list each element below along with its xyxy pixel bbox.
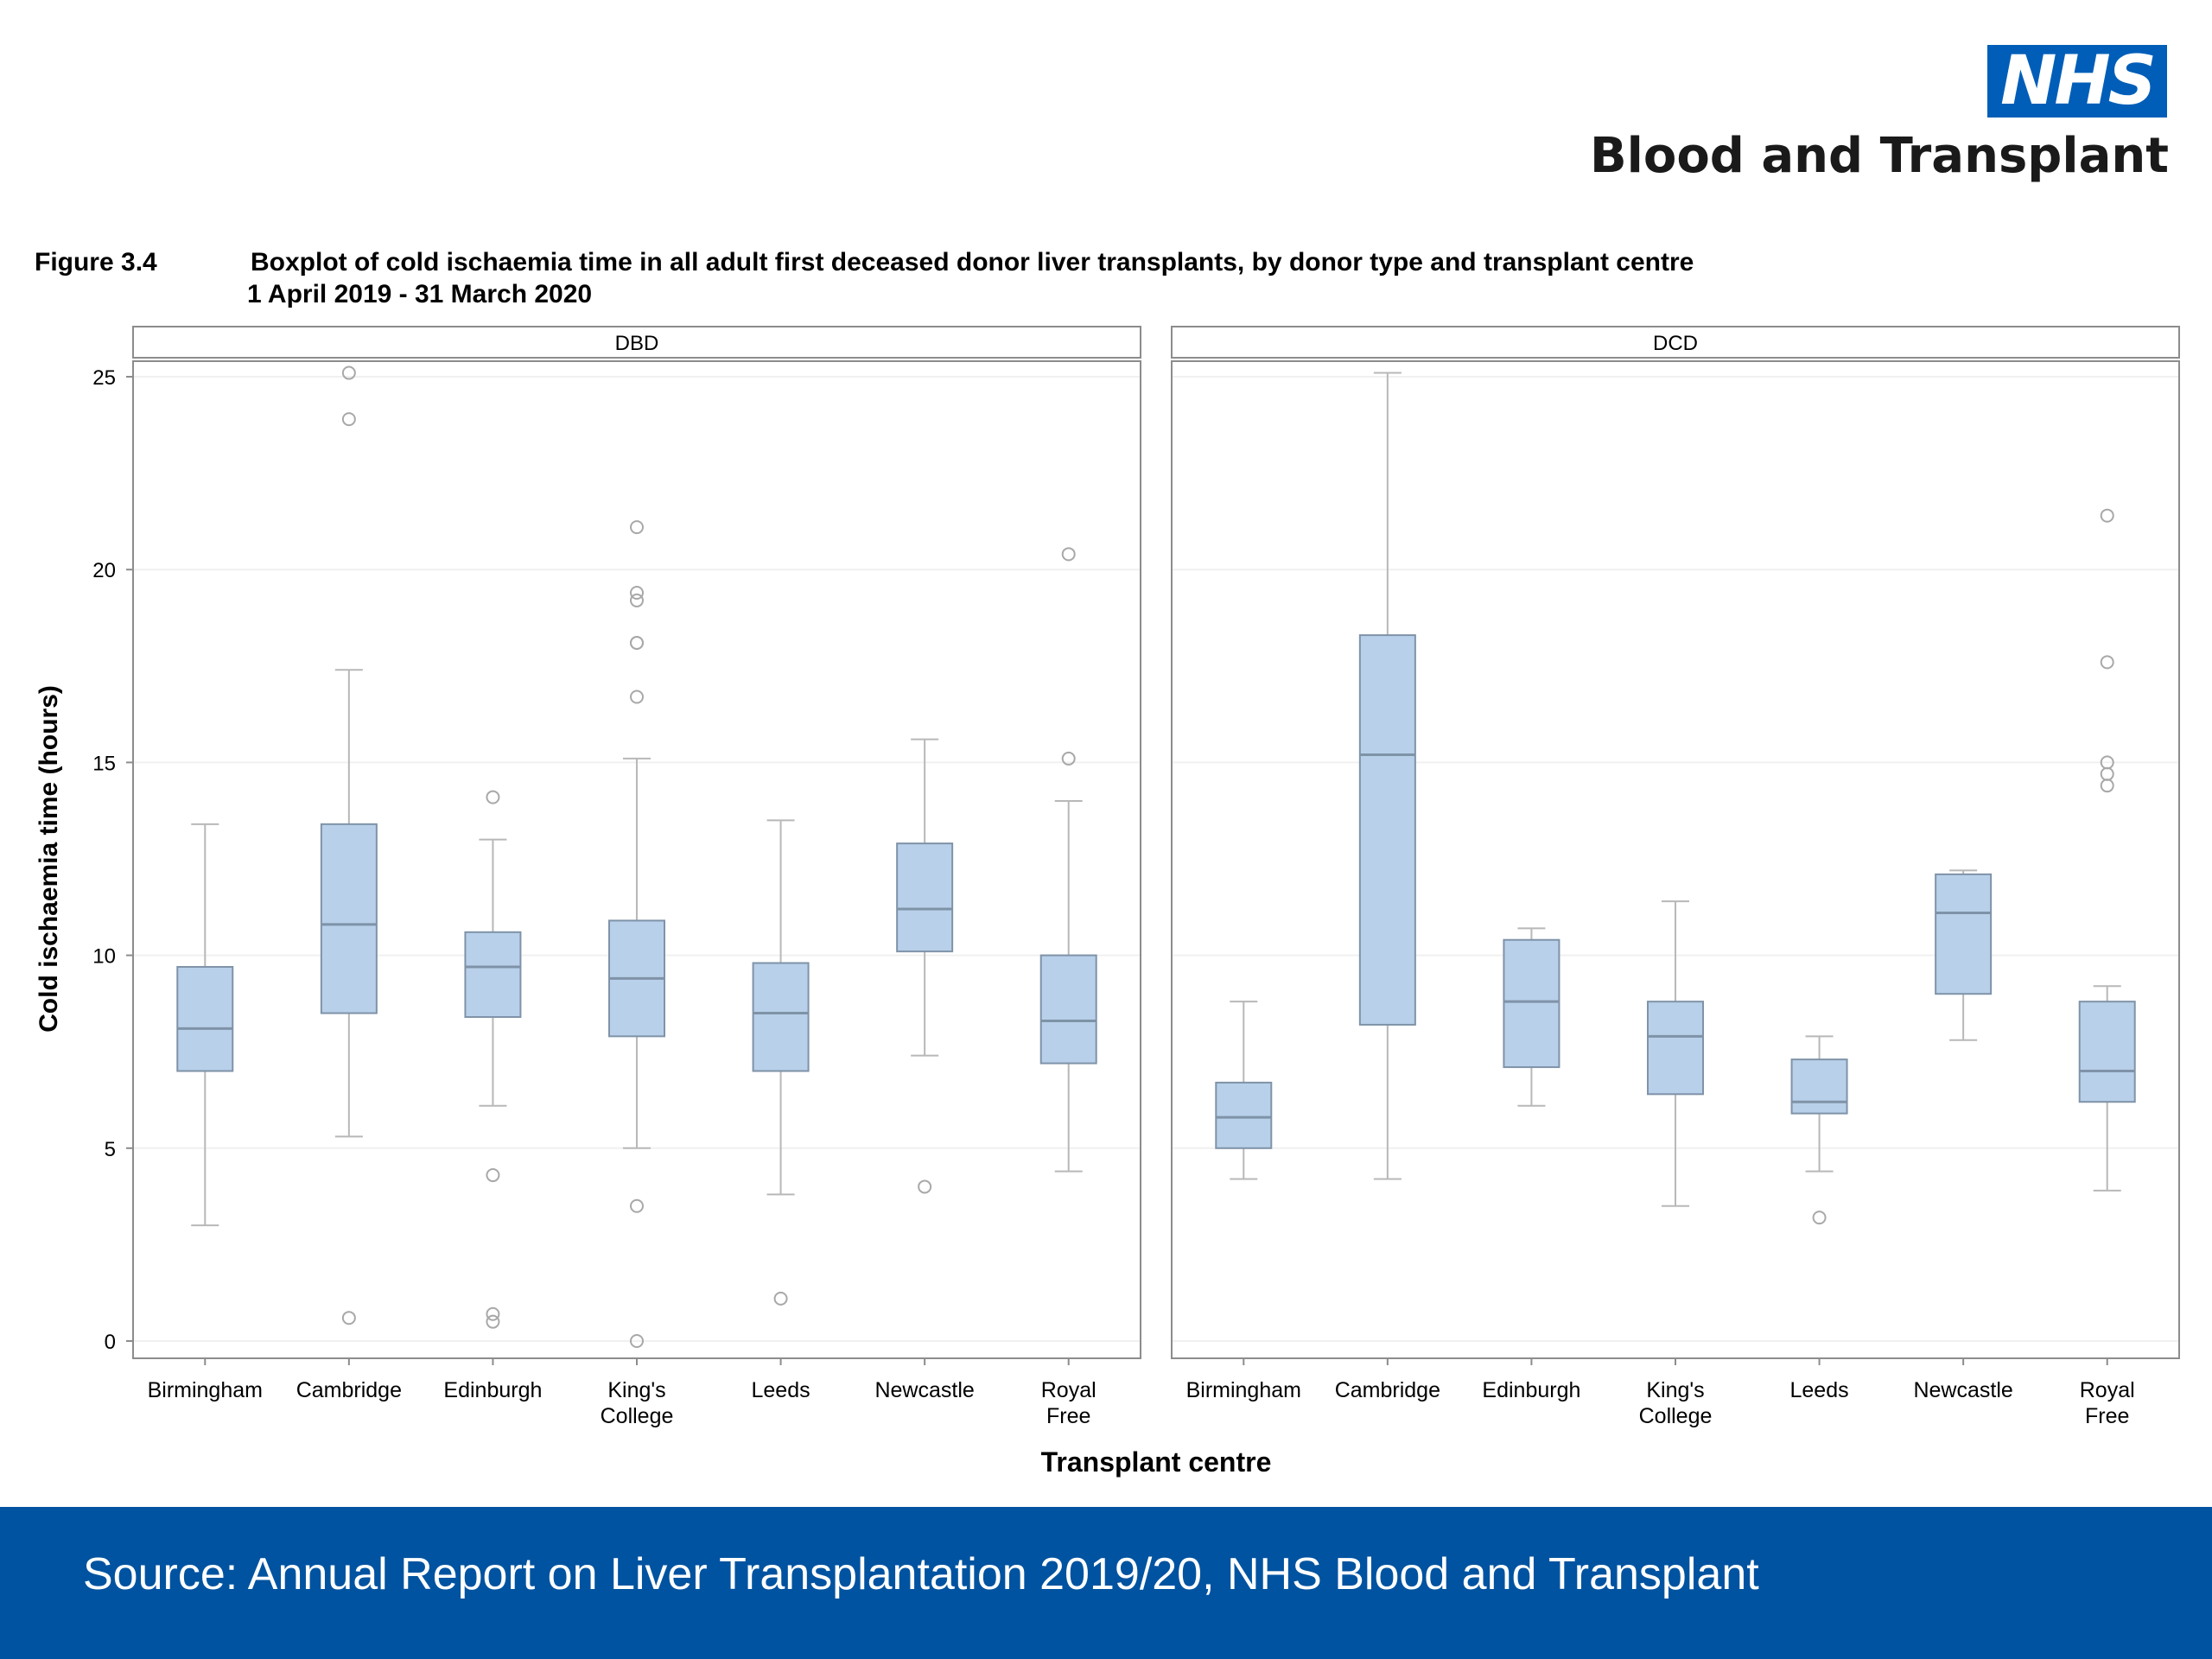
x-tick-label: Free	[1046, 1404, 1090, 1428]
outlier-point	[486, 1314, 500, 1329]
outlier-point	[486, 790, 500, 804]
boxplot-chart: 0 5 10 15 20 25 Cold ischaemia time (hours) Tra…	[35, 326, 2180, 1478]
box-iqr	[320, 823, 378, 1014]
box-iqr	[1647, 1001, 1704, 1096]
outlier-point	[630, 636, 644, 651]
outlier-point	[341, 365, 356, 380]
y-tick-label: 10	[92, 945, 116, 969]
source-text: Source: Annual Report on Liver Transplan…	[83, 1549, 1759, 1599]
outlier-point	[1812, 1211, 1827, 1225]
figure-period: 1 April 2019 - 31 March 2020	[247, 280, 593, 308]
x-tick-label: Birmingham	[148, 1378, 263, 1402]
x-tick-label: College	[1639, 1404, 1713, 1428]
source-footer: Source: Annual Report on Liver Transplan…	[0, 1507, 2212, 1659]
figure-label: Figure 3.4	[35, 248, 157, 276]
x-tick-label: Newcastle	[1913, 1378, 2012, 1402]
outlier-point	[341, 412, 356, 427]
box-iqr	[1358, 634, 1416, 1026]
logo-subtitle: Blood and Transplant	[1589, 128, 2169, 184]
outlier-point	[630, 593, 644, 607]
outlier-point	[918, 1179, 932, 1194]
box-iqr	[464, 931, 522, 1019]
outlier-point	[2100, 766, 2114, 781]
nhs-logo: NHS	[1987, 42, 2167, 120]
box-iqr	[1503, 938, 1560, 1069]
x-tick-label: Free	[2085, 1404, 2129, 1428]
x-tick-label: Newcastle	[874, 1378, 974, 1402]
box-iqr	[176, 965, 234, 1072]
box-iqr	[2078, 1001, 2136, 1103]
x-tick-label: Royal	[1041, 1378, 1096, 1402]
box-iqr	[1039, 954, 1097, 1065]
x-tick-label: College	[601, 1404, 674, 1428]
outlier-point	[630, 1198, 644, 1213]
outlier-point	[630, 690, 644, 704]
outlier-point	[2100, 755, 2114, 770]
box-iqr	[1215, 1081, 1273, 1149]
panel-strip-label: DCD	[1653, 332, 1698, 355]
box-iqr	[1790, 1058, 1848, 1115]
y-tick-label: 20	[92, 559, 116, 582]
outlier-point	[486, 1168, 500, 1183]
x-tick-label: Edinburgh	[443, 1378, 542, 1402]
outlier-point	[2100, 779, 2114, 793]
x-tick-label: Leeds	[1790, 1378, 1849, 1402]
x-tick-label: Cambridge	[1335, 1378, 1440, 1402]
y-axis-label: Cold ischaemia time (hours)	[35, 685, 63, 1033]
panel-strip-label: DBD	[615, 332, 659, 355]
panel-strip	[132, 326, 1141, 359]
outlier-point	[2100, 508, 2114, 523]
y-tick-label: 5	[105, 1138, 116, 1161]
y-tick-label: 0	[105, 1331, 116, 1354]
panel-strip	[1171, 326, 2180, 359]
box-iqr	[752, 962, 810, 1072]
outlier-point	[630, 1334, 644, 1348]
outlier-point	[630, 520, 644, 535]
x-tick-label: Birmingham	[1186, 1378, 1301, 1402]
outlier-point	[773, 1291, 788, 1306]
x-tick-label: King's	[607, 1378, 665, 1402]
panel-frame	[1171, 360, 2180, 1359]
y-tick-label: 25	[92, 366, 116, 390]
y-tick-label: 15	[92, 752, 116, 775]
box-iqr	[1935, 873, 1993, 995]
outlier-point	[1061, 547, 1076, 562]
figure-title: Boxplot of cold ischaemia time in all ad…	[251, 248, 1694, 276]
outlier-point	[1061, 751, 1076, 766]
outlier-point	[2100, 655, 2114, 670]
x-tick-label: Royal	[2080, 1378, 2135, 1402]
x-tick-label: Cambridge	[296, 1378, 402, 1402]
outlier-point	[341, 1311, 356, 1325]
x-tick-label: Leeds	[752, 1378, 810, 1402]
x-tick-label: Edinburgh	[1482, 1378, 1580, 1402]
outlier-point	[630, 585, 644, 600]
outlier-point	[486, 1306, 500, 1321]
x-axis-label: Transplant centre	[1041, 1446, 1272, 1478]
x-tick-label: King's	[1646, 1378, 1704, 1402]
box-iqr	[896, 842, 954, 953]
